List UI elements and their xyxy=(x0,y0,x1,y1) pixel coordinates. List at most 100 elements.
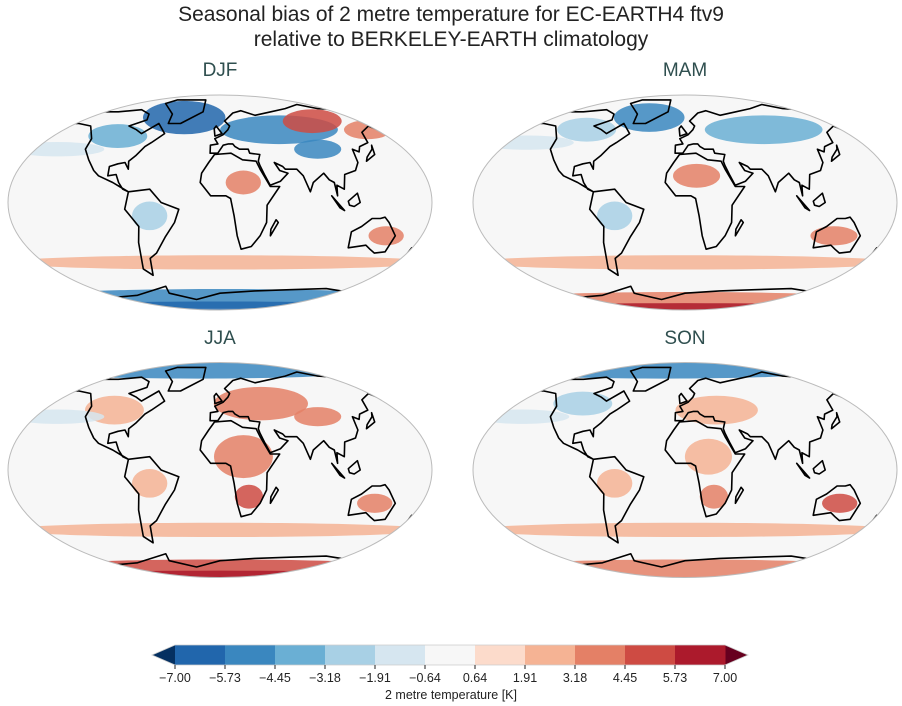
bias-patch xyxy=(553,391,613,416)
bias-patch xyxy=(88,124,148,149)
bias-patch xyxy=(294,407,342,427)
coastline-africa xyxy=(199,152,281,250)
bias-patch xyxy=(473,522,897,538)
coastline-borneo xyxy=(812,459,827,475)
panel-title-jja: JJA xyxy=(204,328,236,349)
colorbar-under-arrow xyxy=(152,645,175,665)
map-border xyxy=(472,362,898,578)
coastline-borneo xyxy=(347,459,362,475)
map-border xyxy=(472,94,898,311)
bias-patch xyxy=(699,484,729,509)
bias-patch xyxy=(675,395,758,425)
coastline-sumatra xyxy=(330,462,346,479)
coastline-britain xyxy=(678,125,688,137)
bias-patch xyxy=(596,201,633,231)
colorbar-over-arrow xyxy=(725,645,748,665)
coastline-madagascar xyxy=(734,486,745,505)
coastline-antarctica xyxy=(71,285,369,301)
colorbar-segment xyxy=(675,645,726,665)
colorbar-segment xyxy=(525,645,576,665)
coastline-africa xyxy=(664,419,746,518)
colorbar-tick-label: −5.73 xyxy=(209,671,241,685)
bias-patch xyxy=(473,255,897,270)
bias-patch xyxy=(8,522,432,538)
coastline-eurasia xyxy=(209,371,382,465)
coastline-japan xyxy=(365,144,376,162)
bias-patch xyxy=(282,109,342,134)
bias-patch xyxy=(368,226,404,246)
colorbar-segment xyxy=(175,645,226,665)
map-border xyxy=(7,94,433,311)
coastline-eurasia xyxy=(674,371,847,465)
colorbar-tick-label: 1.91 xyxy=(512,671,538,685)
bias-patch xyxy=(613,103,685,132)
coastline-sumatra xyxy=(795,462,811,479)
coastline-south-america xyxy=(123,188,180,277)
colorbar-segment xyxy=(475,645,526,665)
bias-patch xyxy=(473,303,897,310)
colorbar-tick-label: −0.64 xyxy=(409,671,441,685)
panel-title-son: SON xyxy=(664,328,706,349)
colorbar-tick-label: 3.18 xyxy=(562,671,588,685)
map-background xyxy=(473,362,897,578)
coastline-greenland xyxy=(164,99,207,125)
figure-title-line1: Seasonal bias of 2 metre temperature for… xyxy=(178,3,724,26)
bias-patch xyxy=(10,142,105,157)
bias-patch xyxy=(475,409,570,424)
map-jja xyxy=(7,362,433,578)
coastline-north-america xyxy=(64,376,166,461)
coastline-britain xyxy=(678,392,688,405)
map-mam xyxy=(472,94,898,311)
colorbar-segment xyxy=(325,645,376,665)
bias-patch xyxy=(596,468,633,498)
coastline-madagascar xyxy=(269,486,280,505)
colorbar-tick-label: 4.45 xyxy=(612,671,638,685)
figure-title-line2: relative to BERKELEY-EARTH climatology xyxy=(253,28,649,51)
coastline-north-america xyxy=(528,376,631,461)
bias-patch xyxy=(343,120,392,140)
coastline-britain xyxy=(213,125,223,137)
coastline-africa xyxy=(664,152,746,250)
coastline-south-america xyxy=(588,455,645,544)
colorbar-tick-label: 7.00 xyxy=(712,671,738,685)
coastline-madagascar xyxy=(269,219,280,237)
colorbar-segment xyxy=(625,645,676,665)
colorbar-tick-label: −7.00 xyxy=(159,671,191,685)
coastline-sumatra xyxy=(330,195,346,212)
bias-patch xyxy=(214,435,273,479)
colorbar-segment xyxy=(425,645,476,665)
coastline-africa xyxy=(199,419,281,518)
colorbar-tick-label: −1.91 xyxy=(359,671,391,685)
bias-patch xyxy=(10,409,105,424)
coastline-greenland xyxy=(629,366,672,392)
bias-patch xyxy=(473,559,897,578)
coastline-borneo xyxy=(347,192,362,208)
map-border xyxy=(7,362,433,578)
bias-patch xyxy=(8,301,432,310)
colorbar-tick-label: 5.73 xyxy=(662,671,688,685)
colorbar-tick-label: −4.45 xyxy=(259,671,291,685)
coastline-antarctica xyxy=(536,285,834,301)
bias-patch xyxy=(810,226,858,246)
coastline-britain xyxy=(213,392,223,405)
map-background xyxy=(473,95,897,310)
bias-patch xyxy=(704,115,823,145)
bias-patch xyxy=(474,362,852,379)
coastline-greenland xyxy=(164,366,207,392)
coastline-japan xyxy=(365,411,376,430)
bias-patch xyxy=(8,255,432,270)
coastline-south-america xyxy=(123,455,180,544)
bias-patch xyxy=(822,493,858,513)
coastline-australia xyxy=(347,216,397,254)
coastline-antarctica xyxy=(71,552,369,568)
bias-patch xyxy=(142,100,226,135)
coastline-japan xyxy=(830,144,841,162)
bias-patch xyxy=(131,468,168,498)
colorbar-tick-label: 0.64 xyxy=(462,671,488,685)
map-background xyxy=(8,362,432,578)
bias-patch xyxy=(234,484,264,509)
panel-title-djf: DJF xyxy=(202,60,238,81)
coastline-eurasia xyxy=(674,103,847,197)
colorbar-label: 2 metre temperature [K] xyxy=(384,688,517,702)
